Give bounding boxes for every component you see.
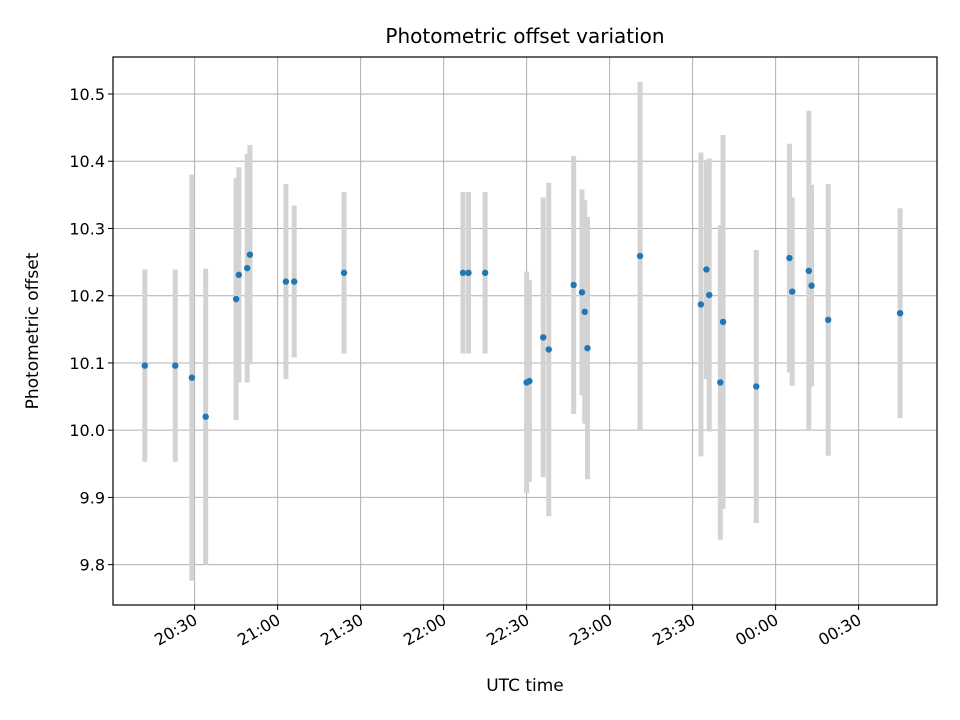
data-point	[235, 271, 243, 279]
data-point	[808, 282, 815, 289]
plot-frame	[112, 56, 938, 606]
data-point	[202, 413, 209, 420]
y-tick-label: 10.3	[69, 219, 105, 238]
data-point	[141, 362, 149, 369]
data-point	[584, 344, 591, 352]
data-point	[459, 269, 467, 277]
y-tick-label: 10.2	[69, 287, 105, 306]
data-point	[706, 291, 713, 299]
data-points	[141, 251, 904, 420]
data-point	[465, 269, 472, 277]
data-point	[282, 278, 290, 285]
data-point	[896, 309, 904, 317]
data-point	[340, 269, 348, 277]
y-tick-label: 10.4	[69, 152, 105, 171]
data-point	[789, 288, 796, 295]
data-point	[570, 281, 577, 289]
data-point	[172, 362, 179, 369]
data-point	[545, 346, 552, 353]
data-point	[540, 334, 547, 341]
data-point	[719, 318, 727, 326]
chart-title: Photometric offset variation	[385, 24, 664, 48]
data-point	[636, 252, 644, 260]
data-point	[526, 377, 533, 385]
data-point	[581, 308, 588, 316]
data-point	[188, 374, 196, 381]
data-point	[246, 251, 254, 258]
data-point	[578, 289, 586, 296]
data-point	[753, 383, 760, 390]
y-axis-ticks: 9.8 9.9 10.0 10.1 10.2 10.3 10.4 10.5	[69, 85, 113, 575]
x-axis-label: UTC time	[486, 676, 564, 696]
y-tick-label: 10.1	[69, 354, 105, 373]
data-point	[697, 301, 705, 308]
data-point	[786, 254, 793, 262]
data-point	[291, 278, 298, 285]
data-point	[717, 379, 724, 386]
y-tick-label: 10.5	[69, 85, 105, 104]
y-axis-label: Photometric offset	[23, 252, 43, 409]
data-point	[824, 316, 832, 324]
data-point	[232, 295, 240, 303]
y-tick-label: 9.9	[80, 488, 105, 507]
data-point	[243, 264, 251, 272]
data-point	[481, 269, 489, 277]
y-tick-label: 9.8	[80, 556, 105, 575]
y-tick-label: 10.0	[69, 421, 105, 440]
data-point	[703, 266, 710, 273]
data-point	[805, 267, 813, 275]
